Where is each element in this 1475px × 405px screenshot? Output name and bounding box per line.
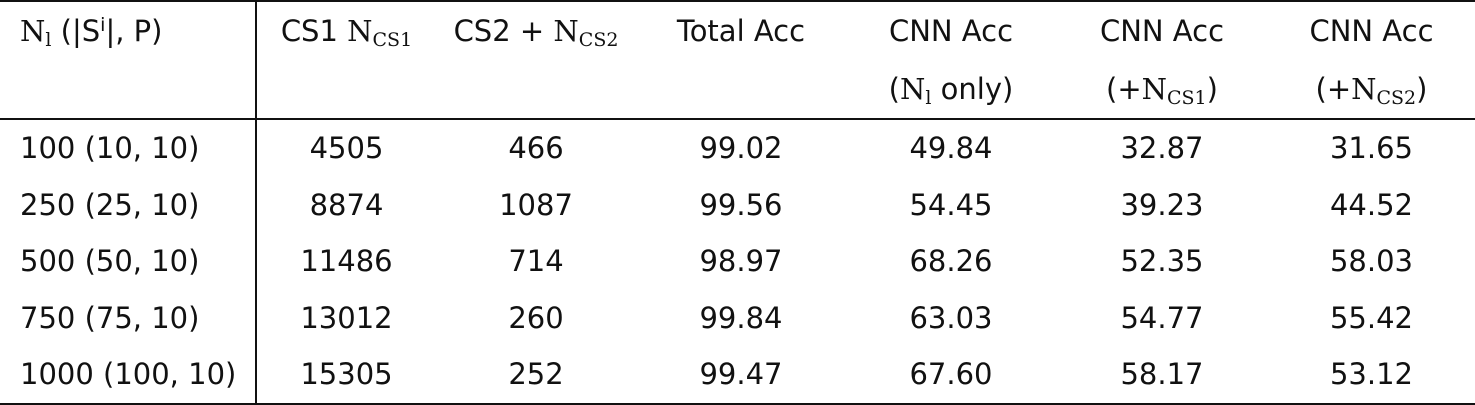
table-cell: 250 (25, 10) (0, 176, 257, 233)
header-cnn-acc-nl-sub: (Nl only) (846, 60, 1056, 120)
table-cell: 68.26 (909, 244, 993, 279)
table-cell: 67.60 (846, 346, 1056, 405)
header-cnn-acc-ncs2: CNN Acc (1268, 0, 1475, 60)
table-cell: 98.97 (699, 244, 783, 279)
header-empty-cell (636, 60, 846, 120)
table-cell: 252 (436, 346, 636, 405)
table-cell: 31.65 (1329, 131, 1414, 166)
table-cell: 8874 (309, 187, 384, 222)
table-cell: 99.02 (699, 131, 783, 166)
header-cs1: CS1 NCS1 (256, 0, 436, 60)
table-row: 250 (25, 10) 8874 1087 99.56 54.45 39.23… (0, 176, 1475, 233)
table-cell: 99.47 (636, 346, 846, 405)
header-cnn-acc-ncs2-sub: (+NCS2) (1268, 60, 1475, 120)
header-empty-cell (436, 60, 636, 120)
table-header: Nl (|Si|, P) CS1 NCS1 CS2 + NCS2 Total A… (0, 0, 1475, 120)
table-cell: 53.12 (1268, 346, 1475, 405)
header-empty-cell (256, 60, 436, 120)
table-cell: 1087 (499, 187, 573, 222)
table-cell: 54.45 (909, 187, 993, 222)
table-cell: 4505 (309, 131, 384, 166)
header-nl-set-size: Nl (|Si|, P) (0, 0, 257, 60)
table-cell: 52.35 (1120, 244, 1204, 279)
table-cell: 58.03 (1329, 244, 1414, 279)
table-cell: 260 (508, 300, 564, 335)
table-cell: 99.84 (699, 300, 783, 335)
header-cnn-acc-nl: CNN Acc (846, 0, 1056, 60)
table-row: 1000 (100, 10) 15305 252 99.47 67.60 58.… (0, 346, 1475, 405)
table-cell: 63.03 (909, 300, 993, 335)
header-total-acc: Total Acc (636, 0, 846, 60)
table-cell: 1000 (100, 10) (0, 346, 257, 405)
table-cell: 49.84 (909, 131, 993, 166)
header-row-bottom: (Nl only) (+NCS1) (+NCS2) (0, 60, 1475, 120)
table-cell: 54.77 (1120, 300, 1204, 335)
table-cell: 55.42 (1329, 300, 1414, 335)
table-row: 500 (50, 10) 11486 714 98.97 68.26 52.35… (0, 233, 1475, 290)
table-cell: 58.17 (1056, 346, 1268, 405)
table-cell: 11486 (300, 244, 393, 279)
table-cell: 32.87 (1120, 131, 1204, 166)
table-cell: 44.52 (1329, 187, 1414, 222)
table-cell: 466 (508, 131, 564, 166)
table-cell: 714 (508, 244, 564, 279)
table-row: 100 (10, 10) 4505 466 99.02 49.84 32.87 … (0, 119, 1475, 177)
table-body: 100 (10, 10) 4505 466 99.02 49.84 32.87 … (0, 119, 1475, 405)
table-cell: 39.23 (1120, 187, 1204, 222)
header-cnn-acc-ncs1: CNN Acc (1056, 0, 1268, 60)
table-cell: 13012 (300, 300, 393, 335)
header-row-top: Nl (|Si|, P) CS1 NCS1 CS2 + NCS2 Total A… (0, 0, 1475, 60)
table-cell: 750 (75, 10) (0, 289, 257, 346)
table-cell: 99.56 (699, 187, 783, 222)
table-cell: 100 (10, 10) (0, 119, 257, 177)
table-row: 750 (75, 10) 13012 260 99.84 63.03 54.77… (0, 289, 1475, 346)
header-cs2: CS2 + NCS2 (436, 0, 636, 60)
table-cell: 15305 (256, 346, 436, 405)
header-empty-cell (0, 60, 257, 120)
table-cell: 500 (50, 10) (0, 233, 257, 290)
header-cnn-acc-ncs1-sub: (+NCS1) (1056, 60, 1268, 120)
